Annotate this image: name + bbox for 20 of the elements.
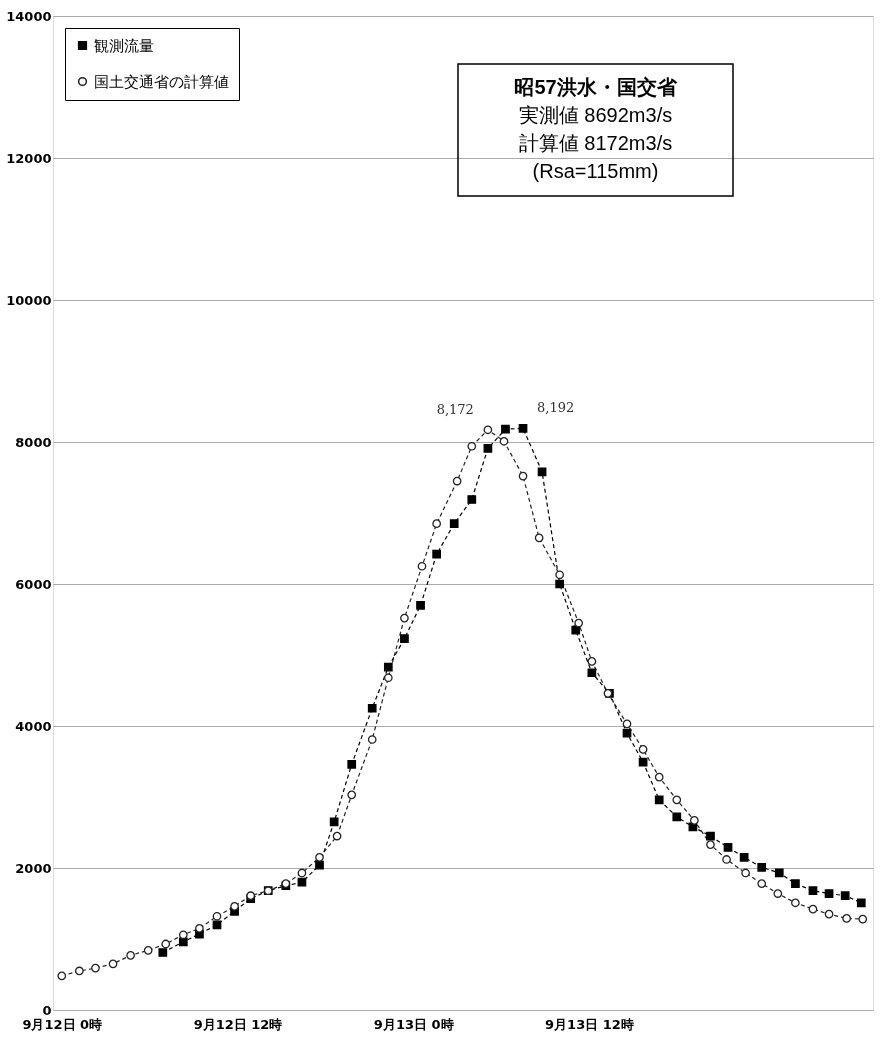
y-tick-label: 14000 <box>6 8 52 24</box>
x-tick-label: 9月12日 12時 <box>193 1016 283 1032</box>
y-tick-label: 2000 <box>15 860 52 876</box>
annotation: 8,172 <box>436 401 474 417</box>
y-tick-label: 6000 <box>15 576 52 592</box>
annotation: 実測値 8692m3/s <box>518 104 673 126</box>
x-tick-label: 9月13日 0時 <box>373 1016 454 1032</box>
y-tick-label: 12000 <box>6 150 52 166</box>
x-tick-label: 9月12日 0時 <box>22 1016 103 1032</box>
y-tick-label: 4000 <box>15 718 52 734</box>
annotation: 8,192 <box>537 400 575 416</box>
y-tick-label: 8000 <box>15 434 52 450</box>
annotation: (Rsa=115mm) <box>532 160 659 182</box>
legend-label: 観測流量 <box>94 36 154 55</box>
y-tick-label: 10000 <box>6 292 52 308</box>
annotation: 計算値 8172m3/s <box>518 132 673 154</box>
legend-label: 国土交通省の計算値 <box>94 72 229 91</box>
annotation: 昭57洪水・国交省 <box>514 76 678 98</box>
y-tick-label: 0 <box>42 1002 52 1018</box>
x-tick-label: 9月13日 12時 <box>545 1016 634 1032</box>
